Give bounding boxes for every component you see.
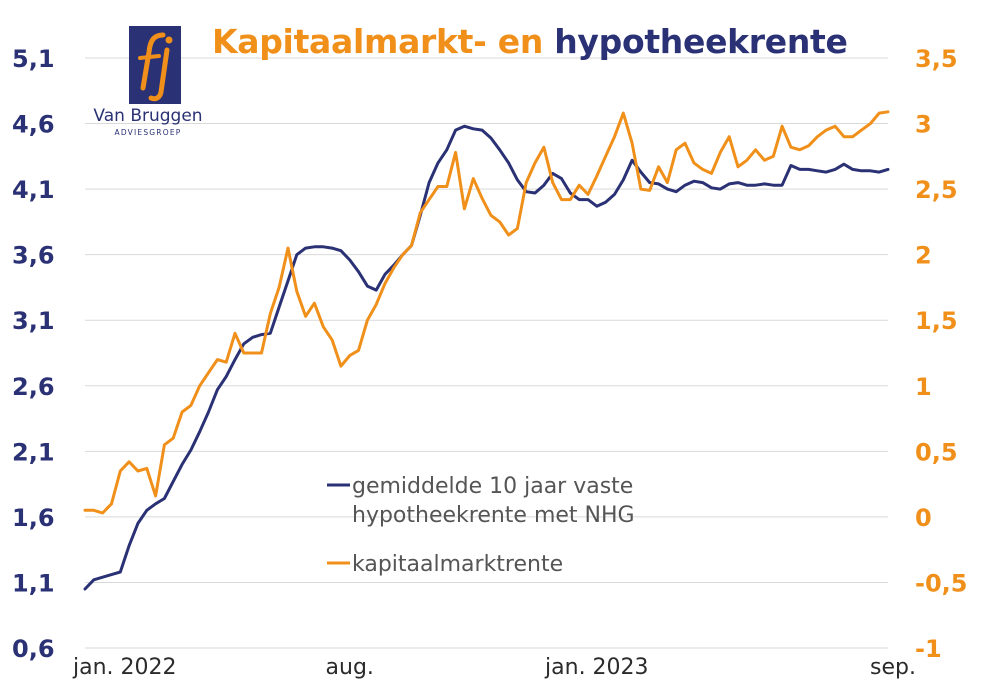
- fj-monogram-icon: [129, 26, 181, 104]
- y-right-tick-label: 2,5: [915, 176, 958, 204]
- x-tick-label: jan. 2022: [72, 655, 177, 680]
- logo-subtitle: ADVIESGROEP: [114, 128, 182, 137]
- y-right-tick-label: 1: [915, 373, 932, 401]
- legend: gemiddelde 10 jaar vaste hypotheekrente …: [327, 474, 635, 577]
- x-tick-label: aug.: [326, 655, 374, 680]
- y-right-tick-label: 3,5: [915, 45, 958, 73]
- chart-title: Kapitaalmarkt- en hypotheekrente: [212, 22, 848, 61]
- x-tick-label: jan. 2023: [544, 655, 649, 680]
- legend-label-kapitaalmarktrente: kapitaalmarktrente: [352, 552, 563, 577]
- y-left-tick-label: 4,6: [12, 111, 55, 139]
- y-right-tick-label: -0,5: [915, 569, 967, 597]
- y-left-tick-label: 0,6: [12, 635, 55, 663]
- y-left-tick-label: 3,6: [12, 242, 55, 270]
- y-right-tick-label: 2: [915, 242, 932, 270]
- logo-name: Van Bruggen: [93, 106, 203, 126]
- legend-label-hypotheekrente-line2: hypotheekrente met NHG: [352, 503, 635, 528]
- legend-label-hypotheekrente-line1: gemiddelde 10 jaar vaste: [352, 474, 633, 499]
- y-left-tick-label: 5,1: [12, 45, 55, 73]
- series-layer: [83, 110, 890, 591]
- y-right-tick-label: 1,5: [915, 307, 958, 335]
- chart-title-part2: hypotheekrente: [554, 22, 848, 61]
- series-line-kapitaalmarktrente: [83, 110, 890, 515]
- y-axis-right: 3,5 3 2,5 2 1,5 1 0,5 0 -0,5 -1: [915, 45, 967, 663]
- x-axis: jan. 2022 aug. jan. 2023 sep.: [72, 655, 916, 680]
- y-right-tick-label: 0,5: [915, 438, 958, 466]
- y-left-tick-label: 4,1: [12, 176, 55, 204]
- y-right-tick-label: 0: [915, 504, 932, 532]
- y-left-tick-label: 2,1: [12, 438, 55, 466]
- y-axis-left: 5,1 4,6 4,1 3,6 3,1 2,6 2,1 1,6 1,1 0,6: [12, 45, 55, 663]
- y-left-tick-label: 1,1: [12, 569, 55, 597]
- y-right-tick-label: -1: [915, 635, 942, 663]
- chart-title-part1: Kapitaalmarkt- en: [212, 22, 544, 61]
- y-left-tick-label: 3,1: [12, 307, 55, 335]
- x-tick-label: sep.: [870, 655, 916, 680]
- y-right-tick-label: 3: [915, 111, 932, 139]
- series-line-hypotheekrente: [83, 124, 890, 591]
- y-left-tick-label: 2,6: [12, 373, 55, 401]
- y-left-tick-label: 1,6: [12, 504, 55, 532]
